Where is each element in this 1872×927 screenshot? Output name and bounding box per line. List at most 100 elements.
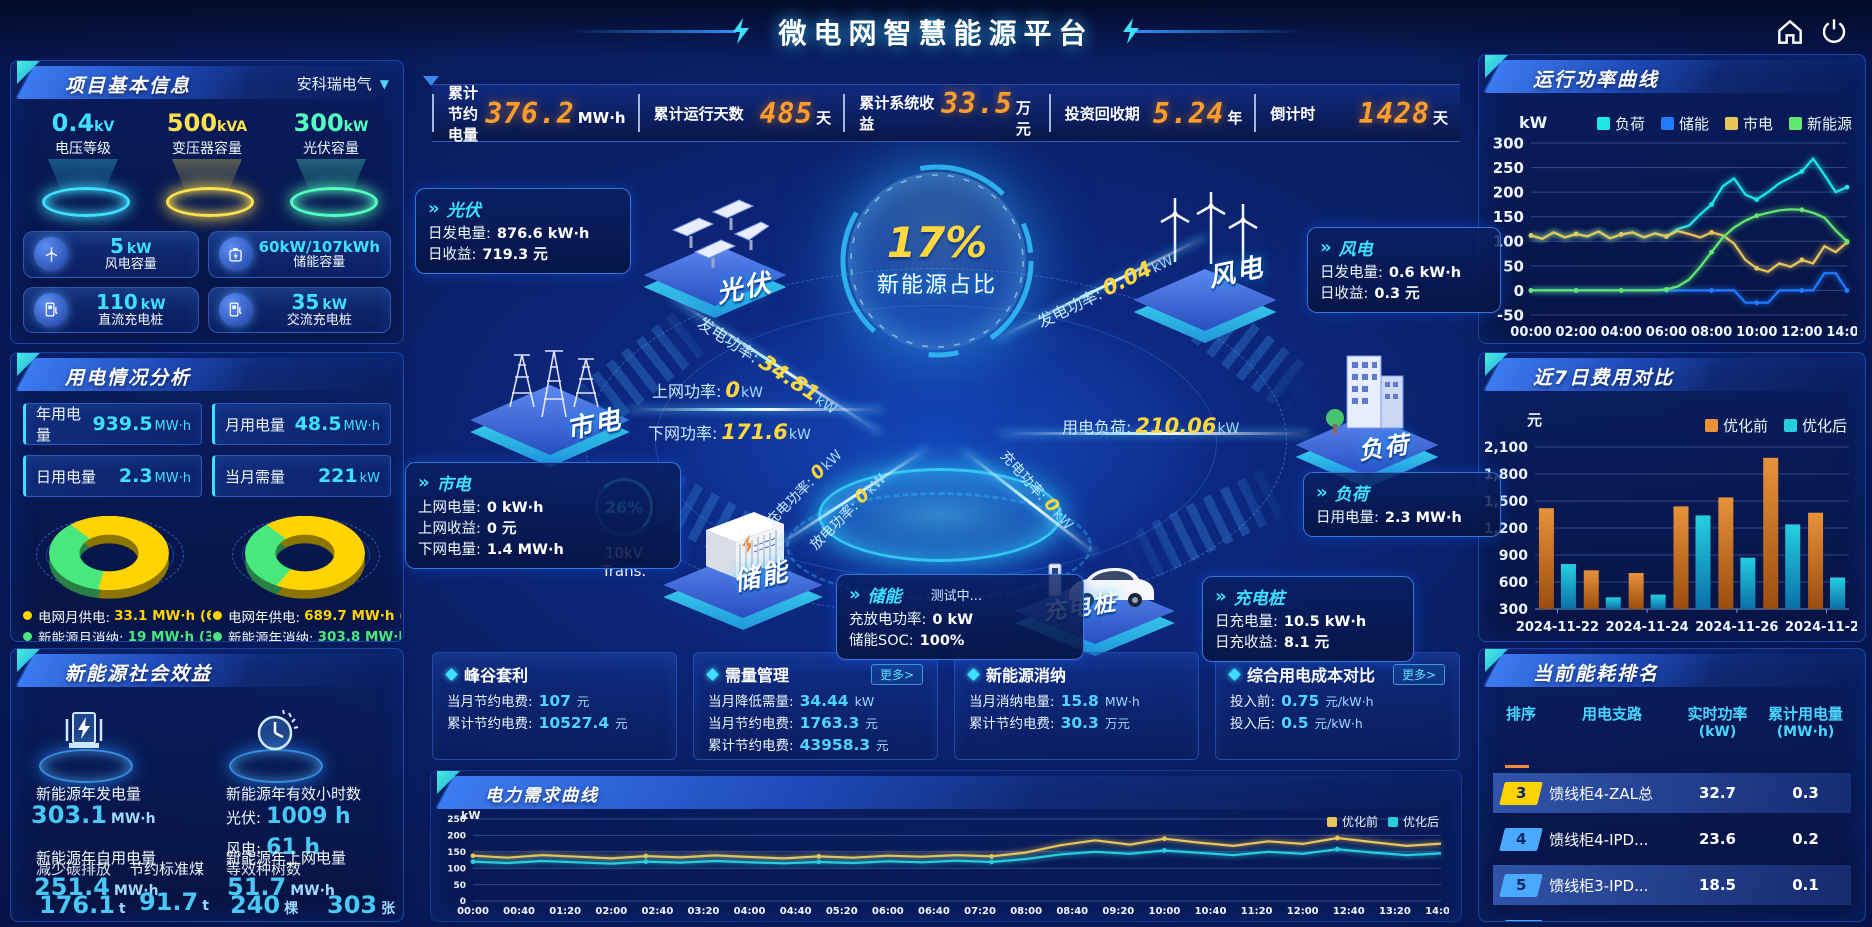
kpi-value: 485	[759, 96, 814, 130]
donut-legend-item[interactable]: 电网月供电:33.1 MW·h (64%)	[21, 605, 211, 626]
legend-item[interactable]: 市电	[1725, 113, 1773, 134]
legend-item[interactable]: 优化前	[1704, 415, 1768, 436]
row-unit: 元	[576, 694, 590, 709]
demand-legend: 优化前 优化后	[1326, 813, 1439, 830]
row-value: 107	[538, 692, 571, 710]
legend-item[interactable]: 优化后	[1387, 813, 1439, 830]
pedestal-unit: kV	[94, 119, 115, 135]
energy-meter-icon	[65, 712, 103, 748]
donut-legend-item[interactable]: 新能源年消纳:303.8 MW·h (31%)	[211, 626, 401, 642]
charger-icon	[218, 292, 253, 327]
capacity-card: 35 kW 交流充电桩	[207, 286, 391, 333]
row-value: 34.44	[799, 692, 849, 710]
donut-legend-item[interactable]: 新能源月消纳:19 MW·h (36%)	[21, 626, 211, 641]
ranking-column-header: 排序	[1493, 705, 1549, 741]
svg-text:00:00: 00:00	[1510, 325, 1551, 339]
row-unit: 元	[876, 738, 889, 753]
panel-corner-icon	[437, 771, 461, 794]
power-icon[interactable]	[1818, 16, 1850, 48]
lightning-icon	[733, 18, 749, 44]
legend-series-name: 储能	[1679, 115, 1710, 133]
donut-legend-item[interactable]: 电网年供电:689.7 MW·h (69%)	[211, 605, 401, 626]
company-select[interactable]: 安科瑞电气 ▼	[297, 73, 389, 94]
row-value: 10527.4	[538, 714, 610, 732]
svg-text:150: 150	[447, 848, 466, 858]
column-label: 排序	[1506, 705, 1537, 723]
realtime-power: 23.6	[1698, 830, 1736, 848]
legend-swatch-icon	[1789, 117, 1803, 130]
renewable-share-label: 新能源占比	[876, 273, 997, 298]
table-row[interactable]: 3 馈线柜4-ZAL总 32.7 0.3	[1493, 773, 1851, 813]
more-button[interactable]: 更多>	[1392, 663, 1445, 685]
legend-item[interactable]: 优化前	[1326, 813, 1378, 830]
legend-item[interactable]: 新能源	[1789, 113, 1852, 134]
charger-icon	[34, 292, 68, 327]
flow-grid-down: 下网功率: 171.6kW	[648, 420, 811, 444]
legend-value: 303.8 MW·h (31%)	[317, 628, 401, 642]
panel-corner-icon	[1485, 649, 1509, 672]
panel-header: 电力需求曲线	[431, 771, 1461, 813]
node-label-load: 负荷	[1356, 430, 1413, 466]
legend-swatch-icon	[1704, 419, 1718, 432]
benefit-selfuse-value: 251.4	[34, 873, 110, 901]
ranking-table-body: 3 馈线柜4-ZAL总 32.7 0.3 4 馈线柜4-IPD... 23.6 0.2 5 馈线柜…	[1493, 773, 1851, 921]
svg-text:50: 50	[1503, 257, 1524, 275]
ranking-column-header: 用电支路	[1549, 705, 1675, 741]
legend-item[interactable]: 储能	[1661, 113, 1709, 134]
panel-energy-ranking: 当前能耗排名 排序 用电支路 实时功率 (kW) 累计用电量 (MW·h) 3 馈线柜4-Z…	[1478, 648, 1866, 922]
svg-text:06:00: 06:00	[1646, 325, 1687, 339]
legend-series-name: 优化后	[1402, 815, 1439, 829]
table-row[interactable]: 6馈线柜6-IPD22.70.1	[1493, 911, 1851, 922]
legend-item[interactable]: 优化后	[1783, 415, 1847, 436]
capacity-text: 35 kW 交流充电桩	[259, 290, 380, 329]
row-value: 0.5	[1281, 714, 1309, 732]
capacity-label: 交流充电桩	[286, 312, 352, 328]
panel-header: 新能源社会效益	[11, 649, 403, 691]
panel-renewable-benefit: 新能源社会效益 新能源年发电量 303.1 MW·h 新能源年有效小时数 光伏: …	[10, 648, 404, 922]
branch-name: 馈线柜6-IPD	[1549, 921, 1675, 922]
stat-value: 939.5	[92, 413, 153, 435]
total-energy: 0.2	[1792, 830, 1819, 848]
kpi-unit: 年	[1227, 108, 1243, 127]
kpi-value: 1428	[1358, 96, 1430, 130]
stat-label: 年用电量	[36, 405, 82, 444]
row-unit: kW	[854, 694, 875, 709]
home-icon[interactable]	[1774, 16, 1806, 48]
table-row[interactable]: 4 馈线柜4-IPD... 23.6 0.2	[1493, 819, 1851, 859]
usage-stats: 年用电量 939.5 MW·h 月用电量 48.5 MW·h 日用电量 2.3 MW·h 当月需量…	[23, 403, 391, 497]
flow-line-load	[1000, 432, 1310, 435]
solar-panels-icon	[671, 199, 769, 268]
row-value: 30.3	[1060, 714, 1099, 732]
stat-value-group: 48.5 MW·h	[295, 413, 380, 435]
svg-text:10:00: 10:00	[1736, 325, 1777, 339]
benefit-trees-label: 等效种树数	[226, 860, 302, 878]
wind-icon	[34, 237, 68, 272]
usage-stat-chip: 月用电量 48.5 MW·h	[212, 403, 391, 445]
column-unit: (kW)	[1698, 723, 1737, 740]
svg-text:10:40: 10:40	[1195, 906, 1227, 917]
storage-status: 测试中...	[930, 589, 983, 604]
title-deco-right	[1136, 30, 1306, 33]
kpi-item: 累计系统收益 33.5 万元	[843, 87, 1049, 138]
kpi-item: 投资回收期 5.24 年	[1048, 94, 1255, 132]
legend-value: 689.7 MW·h (69%)	[304, 607, 401, 624]
panel-header: 项目基本信息 安科瑞电气 ▼	[11, 61, 403, 103]
legend-label: 电网月供电:	[38, 609, 111, 626]
more-button[interactable]: 更多>	[870, 663, 923, 685]
benefit-card-title: 综合用电成本对比	[1247, 666, 1376, 685]
company-name: 安科瑞电气	[296, 75, 372, 93]
benefit-co2-label: 减少碳排放	[36, 860, 112, 878]
stat-value-group: 221 kW	[318, 465, 380, 487]
svg-text:250: 250	[1493, 159, 1524, 177]
cost-y-axis-label: 元	[1527, 411, 1543, 429]
legend-item[interactable]: 负荷	[1597, 113, 1645, 134]
table-row[interactable]: 5 馈线柜3-IPD... 18.5 0.1	[1493, 865, 1851, 905]
svg-text:12:00: 12:00	[1781, 325, 1822, 339]
svg-text:2,100: 2,100	[1485, 440, 1528, 456]
top-band	[0, 0, 1872, 60]
capacity-value-line: 35 kW	[259, 290, 380, 314]
panel-corner-icon	[1485, 55, 1509, 78]
pedestal-number: 0.4	[51, 109, 95, 137]
hub-base	[818, 468, 1062, 562]
